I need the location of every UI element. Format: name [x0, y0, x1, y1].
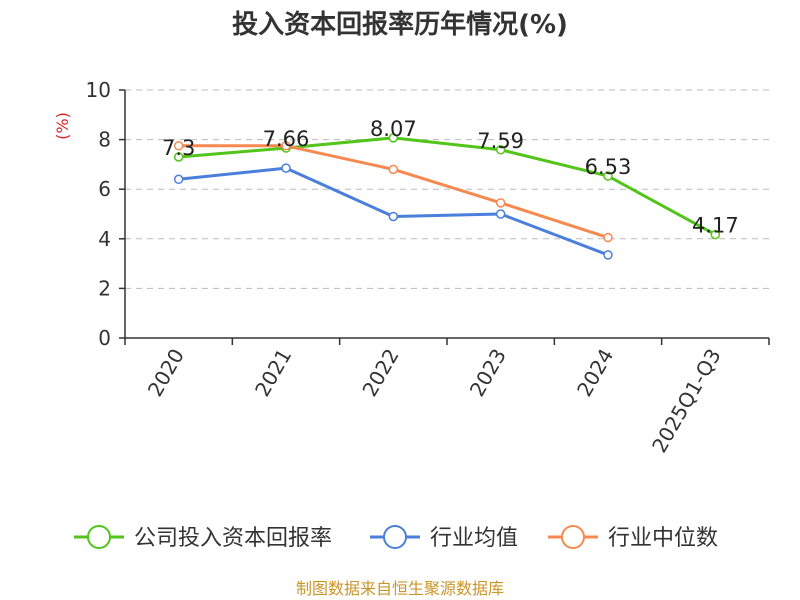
legend: 公司投入资本回报率 行业均值 行业中位数	[74, 525, 718, 551]
gridlines	[125, 89, 769, 289]
y-tick-label: 8	[98, 128, 111, 152]
x-tick-label: 2025Q1-Q3	[647, 345, 726, 457]
data-point	[710, 229, 721, 240]
data-point	[603, 171, 613, 181]
data-label: 7.66	[263, 127, 310, 151]
x-tick-label: 2023	[465, 344, 511, 400]
x-tick-label: 2022	[357, 345, 403, 401]
data-point	[388, 133, 399, 143]
data-point	[173, 174, 184, 185]
series-line	[178, 136, 717, 236]
legend-label: 行业中位数	[608, 526, 718, 551]
legend-marker	[87, 525, 111, 549]
chart-title: 投入资本回报率历年情况(%)	[232, 9, 568, 40]
legend-label: 公司投入资本回报率	[134, 526, 332, 551]
series-line	[178, 166, 609, 257]
source-note: 制图数据来自恒生聚源数据库	[296, 579, 504, 598]
y-axis-label: (%)	[53, 112, 72, 140]
y-tick-label: 4	[98, 227, 111, 251]
data-point	[173, 141, 184, 151]
y-tick-label: 0	[98, 326, 111, 350]
data-point	[495, 145, 506, 155]
data-point	[173, 152, 184, 162]
y-tick-label: 6	[98, 177, 111, 201]
data-point	[388, 211, 399, 222]
y-tick-label: 2	[98, 276, 111, 300]
series-group	[173, 133, 721, 260]
data-point	[281, 163, 291, 173]
data-labels: 7.3 7.66 8.07 7.59 6.53 4.17	[162, 117, 739, 238]
data-label: 4.17	[692, 214, 739, 238]
legend-marker	[383, 525, 407, 549]
data-point	[603, 250, 613, 260]
data-point	[281, 141, 291, 151]
legend-marker	[561, 525, 585, 549]
data-point	[388, 164, 399, 175]
x-tick-label: 2024	[572, 345, 618, 401]
y-tick-label: 10	[86, 78, 111, 102]
data-label: 7.3	[162, 136, 195, 160]
data-label: 6.53	[585, 155, 632, 179]
data-point	[495, 209, 506, 219]
data-label: 8.07	[370, 117, 417, 141]
data-point	[495, 198, 506, 208]
data-point	[603, 232, 613, 243]
axes: 0 2 4 6 8 10 2020 2021 2022 2023 2024 2025Q1-Q3	[86, 78, 770, 457]
data-label: 7.59	[477, 129, 524, 153]
x-tick-label: 2021	[250, 345, 296, 401]
x-tick-label: 2020	[143, 345, 189, 401]
legend-label: 行业均值	[430, 526, 518, 551]
